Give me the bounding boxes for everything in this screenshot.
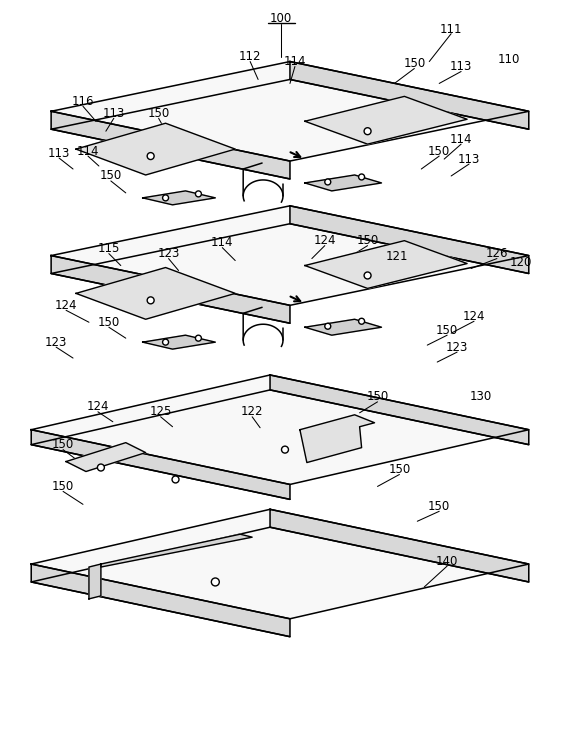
Text: 150: 150 bbox=[99, 170, 122, 182]
Text: 120: 120 bbox=[510, 256, 532, 269]
Text: 122: 122 bbox=[241, 405, 264, 418]
Text: 123: 123 bbox=[446, 341, 468, 353]
Circle shape bbox=[282, 446, 288, 453]
Circle shape bbox=[196, 191, 201, 197]
Polygon shape bbox=[66, 443, 146, 472]
Circle shape bbox=[359, 318, 365, 324]
Circle shape bbox=[162, 195, 169, 201]
Text: 130: 130 bbox=[470, 391, 492, 403]
Text: 150: 150 bbox=[428, 500, 450, 513]
Text: 150: 150 bbox=[428, 144, 450, 158]
Circle shape bbox=[97, 464, 105, 471]
Text: 150: 150 bbox=[147, 107, 170, 120]
Text: 113: 113 bbox=[48, 147, 70, 159]
Polygon shape bbox=[76, 268, 235, 319]
Polygon shape bbox=[51, 256, 290, 323]
Text: 150: 150 bbox=[388, 463, 410, 476]
Text: 114: 114 bbox=[284, 55, 306, 68]
Polygon shape bbox=[31, 375, 529, 484]
Polygon shape bbox=[31, 430, 290, 499]
Circle shape bbox=[172, 476, 179, 483]
Polygon shape bbox=[51, 62, 529, 161]
Text: 123: 123 bbox=[157, 247, 180, 260]
Text: 150: 150 bbox=[52, 438, 74, 451]
Text: 124: 124 bbox=[314, 234, 336, 247]
Polygon shape bbox=[51, 206, 529, 305]
Circle shape bbox=[325, 179, 331, 185]
Text: 125: 125 bbox=[149, 405, 172, 418]
Circle shape bbox=[211, 578, 219, 586]
Polygon shape bbox=[143, 191, 215, 205]
Circle shape bbox=[162, 339, 169, 345]
Text: 113: 113 bbox=[103, 107, 125, 120]
Text: 123: 123 bbox=[45, 336, 67, 349]
Text: 126: 126 bbox=[486, 247, 508, 260]
Circle shape bbox=[147, 153, 154, 159]
Polygon shape bbox=[290, 62, 529, 129]
Text: 114: 114 bbox=[450, 132, 472, 146]
Text: 140: 140 bbox=[436, 554, 459, 568]
Text: 150: 150 bbox=[403, 57, 425, 70]
Polygon shape bbox=[270, 375, 529, 445]
Polygon shape bbox=[305, 319, 382, 336]
Circle shape bbox=[325, 323, 331, 329]
Polygon shape bbox=[31, 564, 290, 637]
Polygon shape bbox=[143, 336, 215, 349]
Text: 150: 150 bbox=[356, 234, 379, 247]
Text: 114: 114 bbox=[76, 144, 99, 158]
Polygon shape bbox=[305, 97, 467, 144]
Circle shape bbox=[364, 272, 371, 279]
Polygon shape bbox=[89, 564, 101, 599]
Text: 121: 121 bbox=[386, 250, 409, 263]
Text: 110: 110 bbox=[498, 53, 520, 66]
Text: 124: 124 bbox=[87, 400, 109, 414]
Text: 150: 150 bbox=[436, 324, 458, 337]
Polygon shape bbox=[270, 510, 529, 582]
Polygon shape bbox=[300, 415, 374, 463]
Text: 113: 113 bbox=[450, 60, 472, 73]
Polygon shape bbox=[101, 534, 252, 567]
Text: 150: 150 bbox=[52, 480, 74, 493]
Polygon shape bbox=[305, 240, 467, 289]
Text: 124: 124 bbox=[463, 310, 486, 323]
Circle shape bbox=[147, 297, 154, 304]
Text: 115: 115 bbox=[98, 242, 120, 255]
Text: 116: 116 bbox=[72, 94, 94, 108]
Text: 114: 114 bbox=[211, 236, 234, 249]
Text: 150: 150 bbox=[366, 391, 389, 403]
Polygon shape bbox=[305, 175, 382, 191]
Polygon shape bbox=[31, 510, 529, 619]
Text: 113: 113 bbox=[458, 153, 481, 166]
Circle shape bbox=[196, 336, 201, 341]
Text: 111: 111 bbox=[440, 23, 463, 36]
Text: 112: 112 bbox=[239, 50, 261, 63]
Circle shape bbox=[364, 128, 371, 135]
Polygon shape bbox=[51, 112, 290, 179]
Polygon shape bbox=[290, 206, 529, 274]
Text: 150: 150 bbox=[98, 315, 120, 329]
Text: 124: 124 bbox=[55, 299, 78, 312]
Circle shape bbox=[359, 174, 365, 180]
Polygon shape bbox=[76, 124, 235, 175]
Text: 100: 100 bbox=[270, 12, 292, 25]
